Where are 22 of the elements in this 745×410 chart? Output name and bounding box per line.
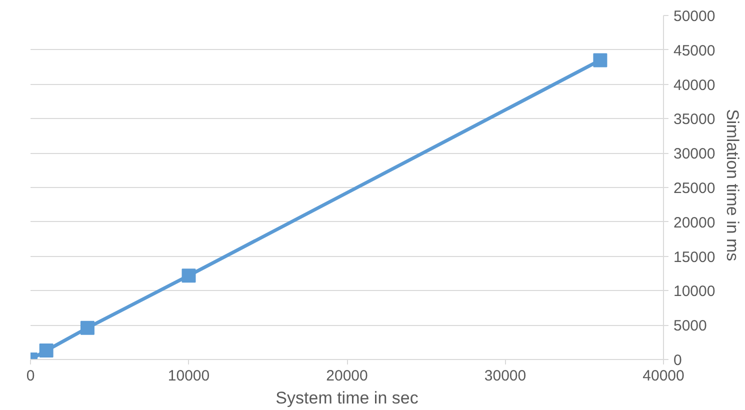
y-tick-label: 30000	[674, 146, 716, 163]
y-tick-label: 50000	[674, 8, 716, 25]
x-axis-title: System time in sec	[276, 388, 419, 408]
point	[593, 53, 608, 68]
point	[39, 344, 54, 358]
y-tick-label: 25000	[674, 180, 716, 197]
point	[80, 320, 94, 335]
y-tick-label: 5000	[674, 318, 707, 335]
y-tick-label: 40000	[674, 76, 716, 94]
x-tick-label: 20000	[326, 368, 368, 384]
y-axis-title: Simlation time in ms	[723, 109, 742, 262]
point	[182, 268, 196, 283]
y-tick-label: 15000	[674, 248, 716, 266]
y-tick-label: 45000	[674, 42, 716, 60]
x-tick-label: 40000	[642, 368, 684, 384]
y-tick-label: 0	[674, 352, 682, 369]
y-tick-label: 35000	[674, 111, 716, 128]
y-tick-label: 10000	[674, 283, 716, 300]
x-tick-label: 10000	[168, 368, 210, 384]
x-tick-label: 30000	[484, 368, 526, 384]
y-tick-label: 20000	[674, 214, 716, 232]
x-tick-label: 0	[26, 368, 35, 384]
